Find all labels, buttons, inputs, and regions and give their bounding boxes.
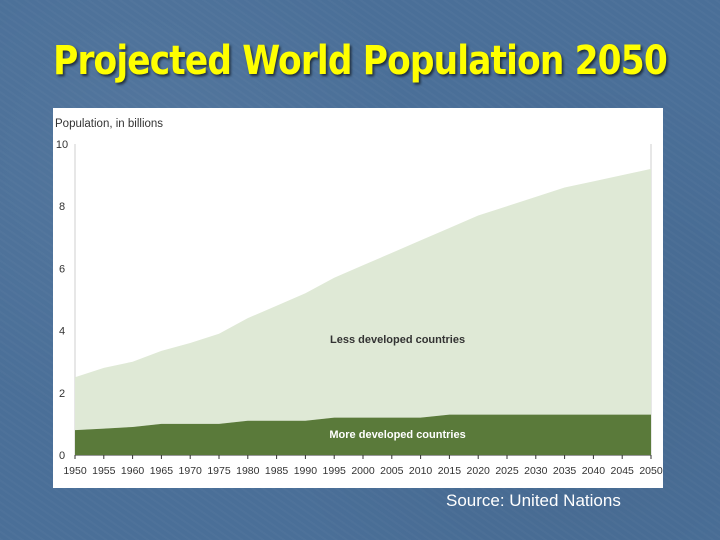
area-less-developed: [75, 168, 651, 431]
x-tick-label: 1960: [121, 465, 145, 477]
y-tick-label: 8: [59, 201, 65, 213]
y-tick-label: 6: [59, 263, 65, 275]
annotation-more-developed: More developed countries: [329, 429, 465, 441]
x-tick-label: 1995: [323, 465, 347, 477]
slide-title: Projected World Population 2050: [53, 38, 668, 84]
x-tick-label: 1965: [150, 465, 174, 477]
x-tick-label: 1990: [294, 465, 318, 477]
source-caption: Source: United Nations: [446, 491, 621, 510]
x-tick-label: 1950: [63, 465, 87, 477]
x-tick-label: 1955: [92, 465, 116, 477]
x-tick-label: 1985: [265, 465, 289, 477]
x-tick-label: 2045: [611, 465, 635, 477]
y-tick-label: 0: [59, 450, 65, 462]
y-tick-label: 4: [59, 326, 65, 338]
y-tick-label: 2: [59, 388, 65, 400]
x-tick-label: 2040: [582, 465, 606, 477]
x-tick-label: 2015: [438, 465, 462, 477]
x-tick-label: 2005: [380, 465, 404, 477]
x-tick-label: 2035: [553, 465, 577, 477]
x-tick-label: 2020: [467, 465, 491, 477]
population-chart: 0 2 4 6 8 10 Population, in billions 1950 1955 19…: [55, 118, 663, 477]
x-tick-label: 1970: [179, 465, 203, 477]
x-tick-label: 2030: [524, 465, 548, 477]
annotation-less-developed: Less developed countries: [330, 334, 465, 346]
area-more-developed: [75, 414, 651, 455]
y-tick-label: 10: [56, 139, 68, 151]
x-tick-label: 2010: [409, 465, 433, 477]
chart-panel: 0 2 4 6 8 10 Population, in billions 1950 1955 19…: [53, 108, 663, 488]
x-tick-label: 1980: [236, 465, 260, 477]
x-tick-label: 2050: [639, 465, 663, 477]
x-tick-label: 1975: [207, 465, 231, 477]
x-tick-label: 2000: [351, 465, 375, 477]
y-axis-label: Population, in billions: [55, 118, 163, 130]
x-tick-label: 2025: [495, 465, 519, 477]
